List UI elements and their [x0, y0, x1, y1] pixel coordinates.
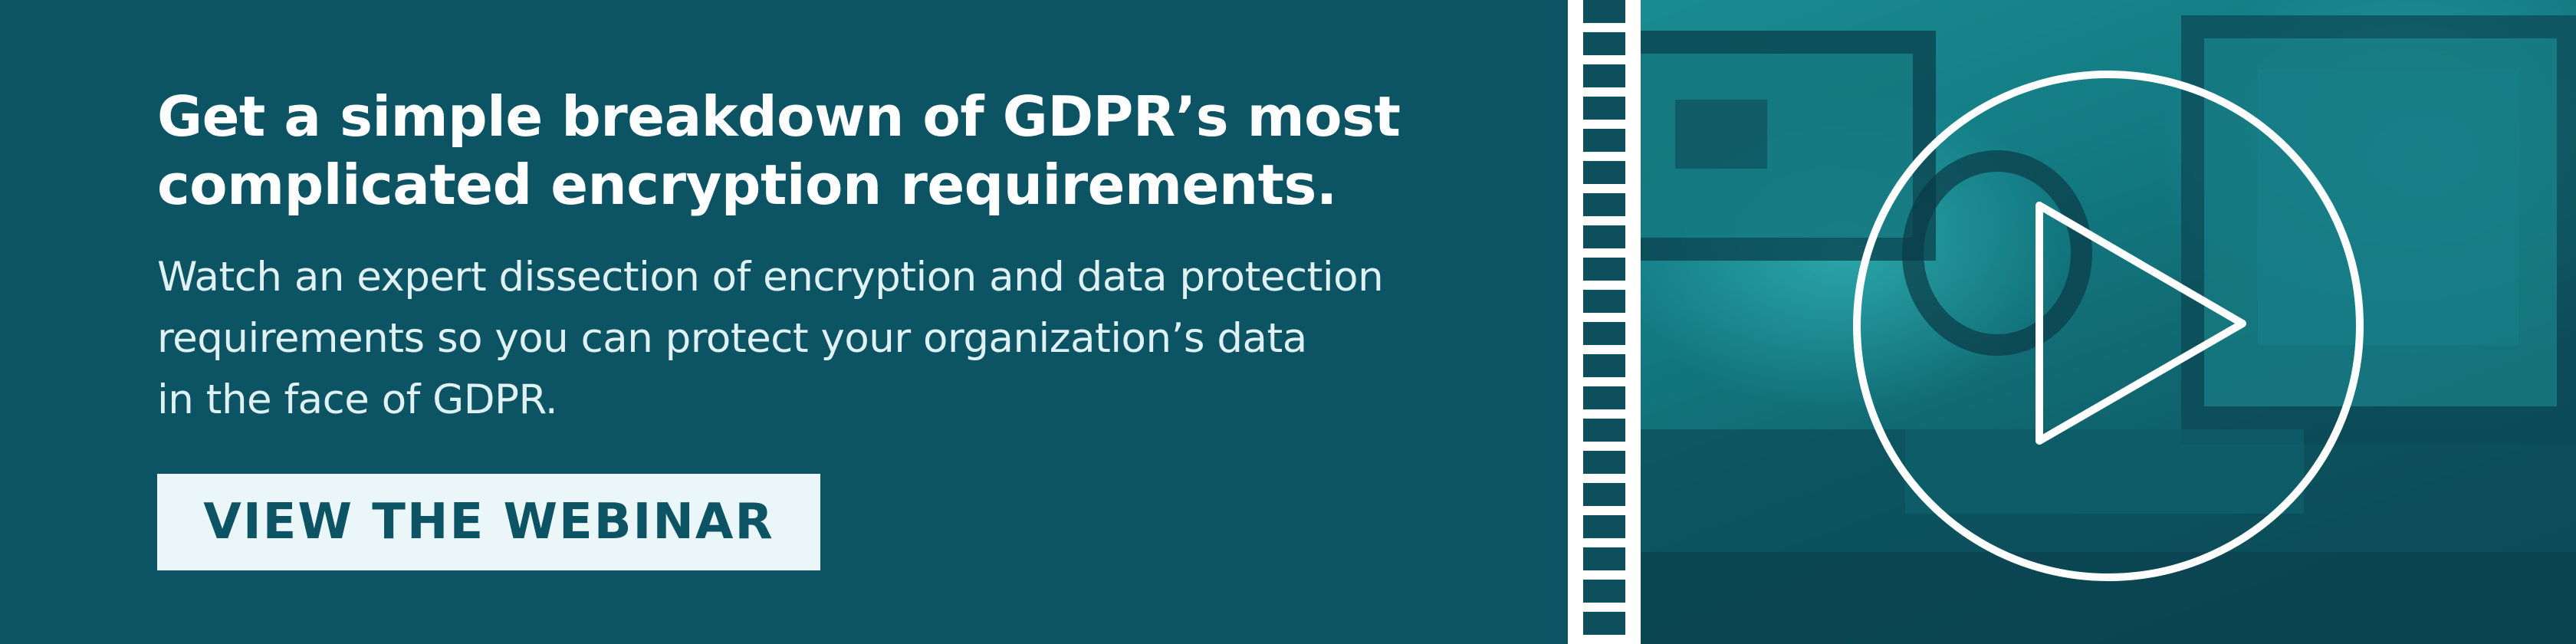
headline-line-2: complicated encryption requirements. — [157, 153, 1337, 217]
photo-scene — [1568, 15, 2576, 644]
description-line-3: in the face of GDPR. — [157, 376, 558, 423]
description-line-2: requirements so you can protect your org… — [157, 315, 1307, 362]
film-strip-icon — [1568, 0, 1641, 644]
text-panel: Get a simple breakdown of GDPR’s most co… — [157, 83, 1537, 570]
headline: Get a simple breakdown of GDPR’s most co… — [157, 83, 1537, 219]
view-webinar-button[interactable]: VIEW THE WEBINAR — [157, 474, 820, 570]
play-circle-icon[interactable] — [1568, 0, 2576, 644]
film-sprocket-holes — [1583, 0, 1625, 644]
description-line-1: Watch an expert dissection of encryption… — [157, 254, 1384, 301]
headline-line-1: Get a simple breakdown of GDPR’s most — [157, 84, 1401, 149]
description: Watch an expert dissection of encryption… — [157, 247, 1576, 431]
background-photo — [1568, 0, 2576, 644]
